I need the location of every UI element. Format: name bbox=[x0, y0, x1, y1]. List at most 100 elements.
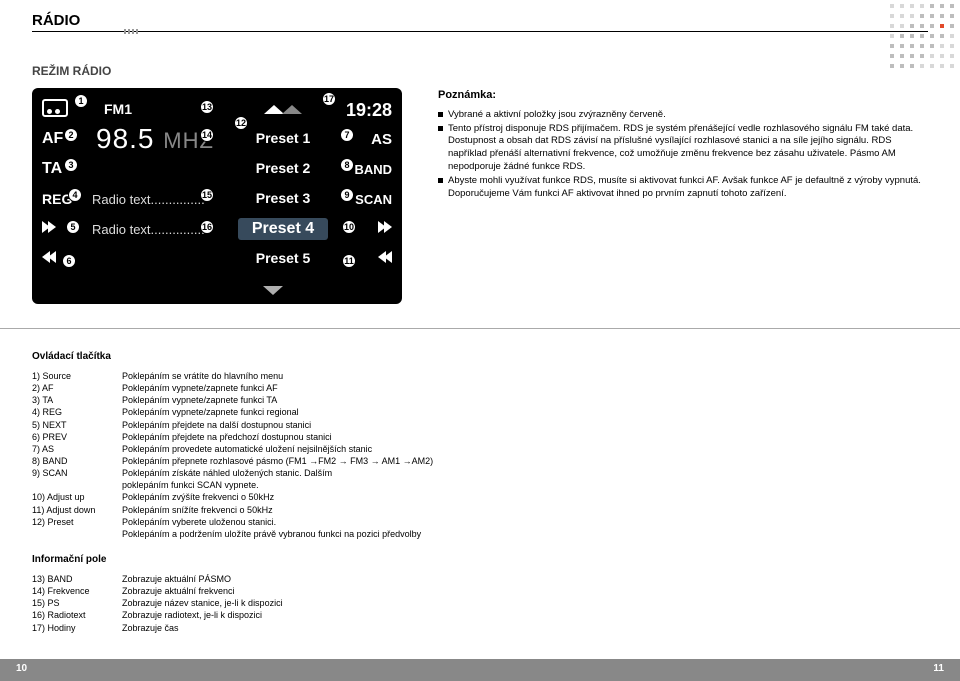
table-row: 11) Adjust downPoklepáním snížíte frekve… bbox=[32, 504, 928, 516]
callout-13: 13 bbox=[200, 100, 214, 114]
bullet-icon bbox=[438, 109, 448, 122]
control-key: 9) SCAN bbox=[32, 467, 122, 479]
control-desc: Poklepáním získáte náhled uložených stan… bbox=[122, 467, 928, 479]
info-key: 14) Frekvence bbox=[32, 585, 122, 597]
page-number-right: 11 bbox=[933, 663, 944, 674]
adjust-up-icon-dim bbox=[282, 105, 302, 114]
control-desc: Poklepáním a podržením uložíte právě vyb… bbox=[122, 528, 928, 540]
control-desc: Poklepáním přejdete na předchozí dostupn… bbox=[122, 431, 928, 443]
table-row: 9) SCANPoklepáním získáte náhled uložený… bbox=[32, 467, 928, 479]
control-key: 3) TA bbox=[32, 394, 122, 406]
preset-item-selected[interactable]: Preset 4 bbox=[238, 218, 328, 240]
page-footer: 10 11 bbox=[0, 659, 960, 681]
notes-heading: Poznámka: bbox=[438, 88, 928, 103]
adjust-down-icon[interactable] bbox=[263, 286, 283, 295]
control-desc: Poklepáním vyberete uloženou stanici. bbox=[122, 516, 928, 528]
control-key: 6) PREV bbox=[32, 431, 122, 443]
callout-17: 17 bbox=[322, 92, 336, 106]
info-key: 13) BAND bbox=[32, 573, 122, 585]
title-underline bbox=[32, 31, 928, 32]
radio-icon bbox=[42, 99, 68, 117]
info-desc: Zobrazuje radiotext, je-li k dispozici bbox=[122, 609, 928, 621]
table-row: 13) BANDZobrazuje aktuální PÁSMO bbox=[32, 573, 928, 585]
note-item: Abyste mohli využívat funkce RDS, musíte… bbox=[438, 175, 928, 201]
control-key: 7) AS bbox=[32, 443, 122, 455]
callout-12: 12 bbox=[234, 116, 248, 130]
table-row: 6) PREVPoklepáním přejdete na předchozí … bbox=[32, 431, 928, 443]
bullet-icon bbox=[438, 123, 448, 174]
info-desc: Zobrazuje čas bbox=[122, 622, 928, 634]
page-title: RÁDIO bbox=[32, 12, 928, 29]
note-text: Tento přístroj disponuje RDS přijímačem.… bbox=[448, 123, 928, 174]
preset-item[interactable]: Preset 3 bbox=[256, 190, 310, 206]
control-key: 10) Adjust up bbox=[32, 491, 122, 503]
clock-value: 19:28 bbox=[346, 100, 392, 120]
info-key: 17) Hodiny bbox=[32, 622, 122, 634]
callout-7: 7 bbox=[340, 128, 354, 142]
controls-heading: Ovládací tlačítka bbox=[32, 351, 928, 362]
table-row: 4) REGPoklepáním vypnete/zapnete funkci … bbox=[32, 406, 928, 418]
info-desc: Zobrazuje aktuální PÁSMO bbox=[122, 573, 928, 585]
table-row: 1) SourcePoklepáním se vrátíte do hlavní… bbox=[32, 370, 928, 382]
table-row: 16) RadiotextZobrazuje radiotext, je-li … bbox=[32, 609, 928, 621]
control-desc: Poklepáním zvýšíte frekvenci o 50kHz bbox=[122, 491, 928, 503]
control-desc: Poklepáním vypnete/zapnete funkci AF bbox=[122, 382, 928, 394]
table-row: 14) FrekvenceZobrazuje aktuální frekvenc… bbox=[32, 585, 928, 597]
bullet-icon bbox=[438, 175, 448, 201]
note-item: Vybrané a aktivní položky jsou zvýrazněn… bbox=[438, 109, 928, 122]
callout-1: 1 bbox=[74, 94, 88, 108]
table-row: 2) AFPoklepáním vypnete/zapnete funkci A… bbox=[32, 382, 928, 394]
table-row: poklepáním funkci SCAN vypnete. bbox=[32, 479, 928, 491]
callout-16: 16 bbox=[200, 220, 214, 234]
controls-table: 1) SourcePoklepáním se vrátíte do hlavní… bbox=[32, 370, 928, 540]
table-row: 12) PresetPoklepáním vyberete uloženou s… bbox=[32, 516, 928, 528]
adjust-up-icon[interactable] bbox=[264, 105, 284, 114]
control-key: 5) NEXT bbox=[32, 419, 122, 431]
table-row: 17) HodinyZobrazuje čas bbox=[32, 622, 928, 634]
control-desc: Poklepáním provedete automatické uložení… bbox=[122, 443, 928, 455]
control-key: 8) BAND bbox=[32, 455, 122, 467]
page-number-left: 10 bbox=[16, 663, 27, 674]
radio-screen: FM1 19:28 AF 98.5 MHZ P bbox=[32, 88, 402, 304]
callout-8: 8 bbox=[340, 158, 354, 172]
table-row: 8) BANDPoklepáním přepnete rozhlasové pá… bbox=[32, 455, 928, 467]
callout-15: 15 bbox=[200, 188, 214, 202]
info-desc: Zobrazuje aktuální frekvenci bbox=[122, 585, 928, 597]
control-desc: Poklepáním přejdete na další dostupnou s… bbox=[122, 419, 928, 431]
info-table: 13) BANDZobrazuje aktuální PÁSMO14) Frek… bbox=[32, 573, 928, 634]
control-desc: Poklepáním vypnete/zapnete funkci TA bbox=[122, 394, 928, 406]
section-divider bbox=[0, 328, 960, 329]
control-desc: Poklepáním přepnete rozhlasové pásmo (FM… bbox=[122, 455, 928, 467]
control-desc: Poklepáním se vrátíte do hlavního menu bbox=[122, 370, 928, 382]
preset-item[interactable]: Preset 2 bbox=[256, 160, 310, 176]
callout-3: 3 bbox=[64, 158, 78, 172]
table-row: 5) NEXTPoklepáním přejdete na další dost… bbox=[32, 419, 928, 431]
control-key bbox=[32, 479, 122, 491]
callout-2: 2 bbox=[64, 128, 78, 142]
callout-10: 10 bbox=[342, 220, 356, 234]
callout-11: 11 bbox=[342, 254, 356, 268]
reg-button[interactable]: REG bbox=[42, 191, 92, 207]
control-key bbox=[32, 528, 122, 540]
info-heading: Informační pole bbox=[32, 554, 928, 565]
preset-item[interactable]: Preset 5 bbox=[256, 250, 310, 266]
control-key: 4) REG bbox=[32, 406, 122, 418]
callout-9: 9 bbox=[340, 188, 354, 202]
band-label: FM1 bbox=[104, 101, 132, 117]
notes-section: Poznámka: Vybrané a aktivní položky jsou… bbox=[438, 88, 928, 202]
preset-item[interactable]: Preset 1 bbox=[256, 130, 310, 146]
table-row: 15) PSZobrazuje název stanice, je-li k d… bbox=[32, 597, 928, 609]
table-row: 3) TAPoklepáním vypnete/zapnete funkci T… bbox=[32, 394, 928, 406]
info-key: 16) Radiotext bbox=[32, 609, 122, 621]
callout-6: 6 bbox=[62, 254, 76, 268]
control-key: 2) AF bbox=[32, 382, 122, 394]
frequency-value: 98.5 MHZ bbox=[96, 123, 214, 154]
table-row: 10) Adjust upPoklepáním zvýšíte frekvenc… bbox=[32, 491, 928, 503]
control-key: 1) Source bbox=[32, 370, 122, 382]
page-subtitle: REŽIM RÁDIO bbox=[32, 64, 928, 78]
info-key: 15) PS bbox=[32, 597, 122, 609]
table-row: 7) ASPoklepáním provedete automatické ul… bbox=[32, 443, 928, 455]
control-key: 12) Preset bbox=[32, 516, 122, 528]
note-text: Abyste mohli využívat funkce RDS, musíte… bbox=[448, 175, 928, 201]
control-desc: Poklepáním vypnete/zapnete funkci region… bbox=[122, 406, 928, 418]
